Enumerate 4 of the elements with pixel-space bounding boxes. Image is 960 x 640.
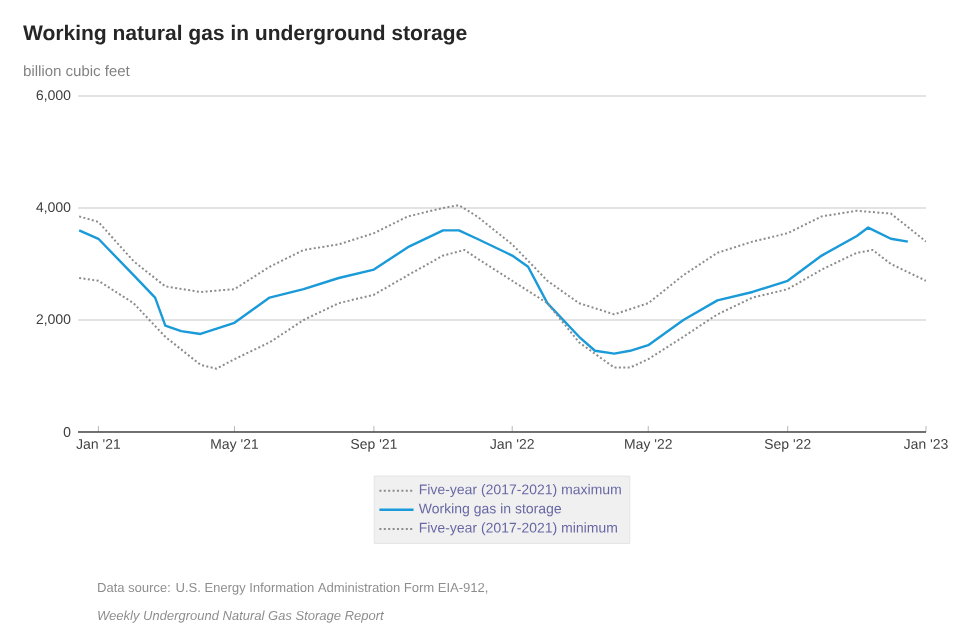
chart-title: Working natural gas in underground storage <box>23 24 467 45</box>
line-series <box>78 248 926 370</box>
line-series <box>78 204 926 316</box>
line-series <box>78 226 910 355</box>
